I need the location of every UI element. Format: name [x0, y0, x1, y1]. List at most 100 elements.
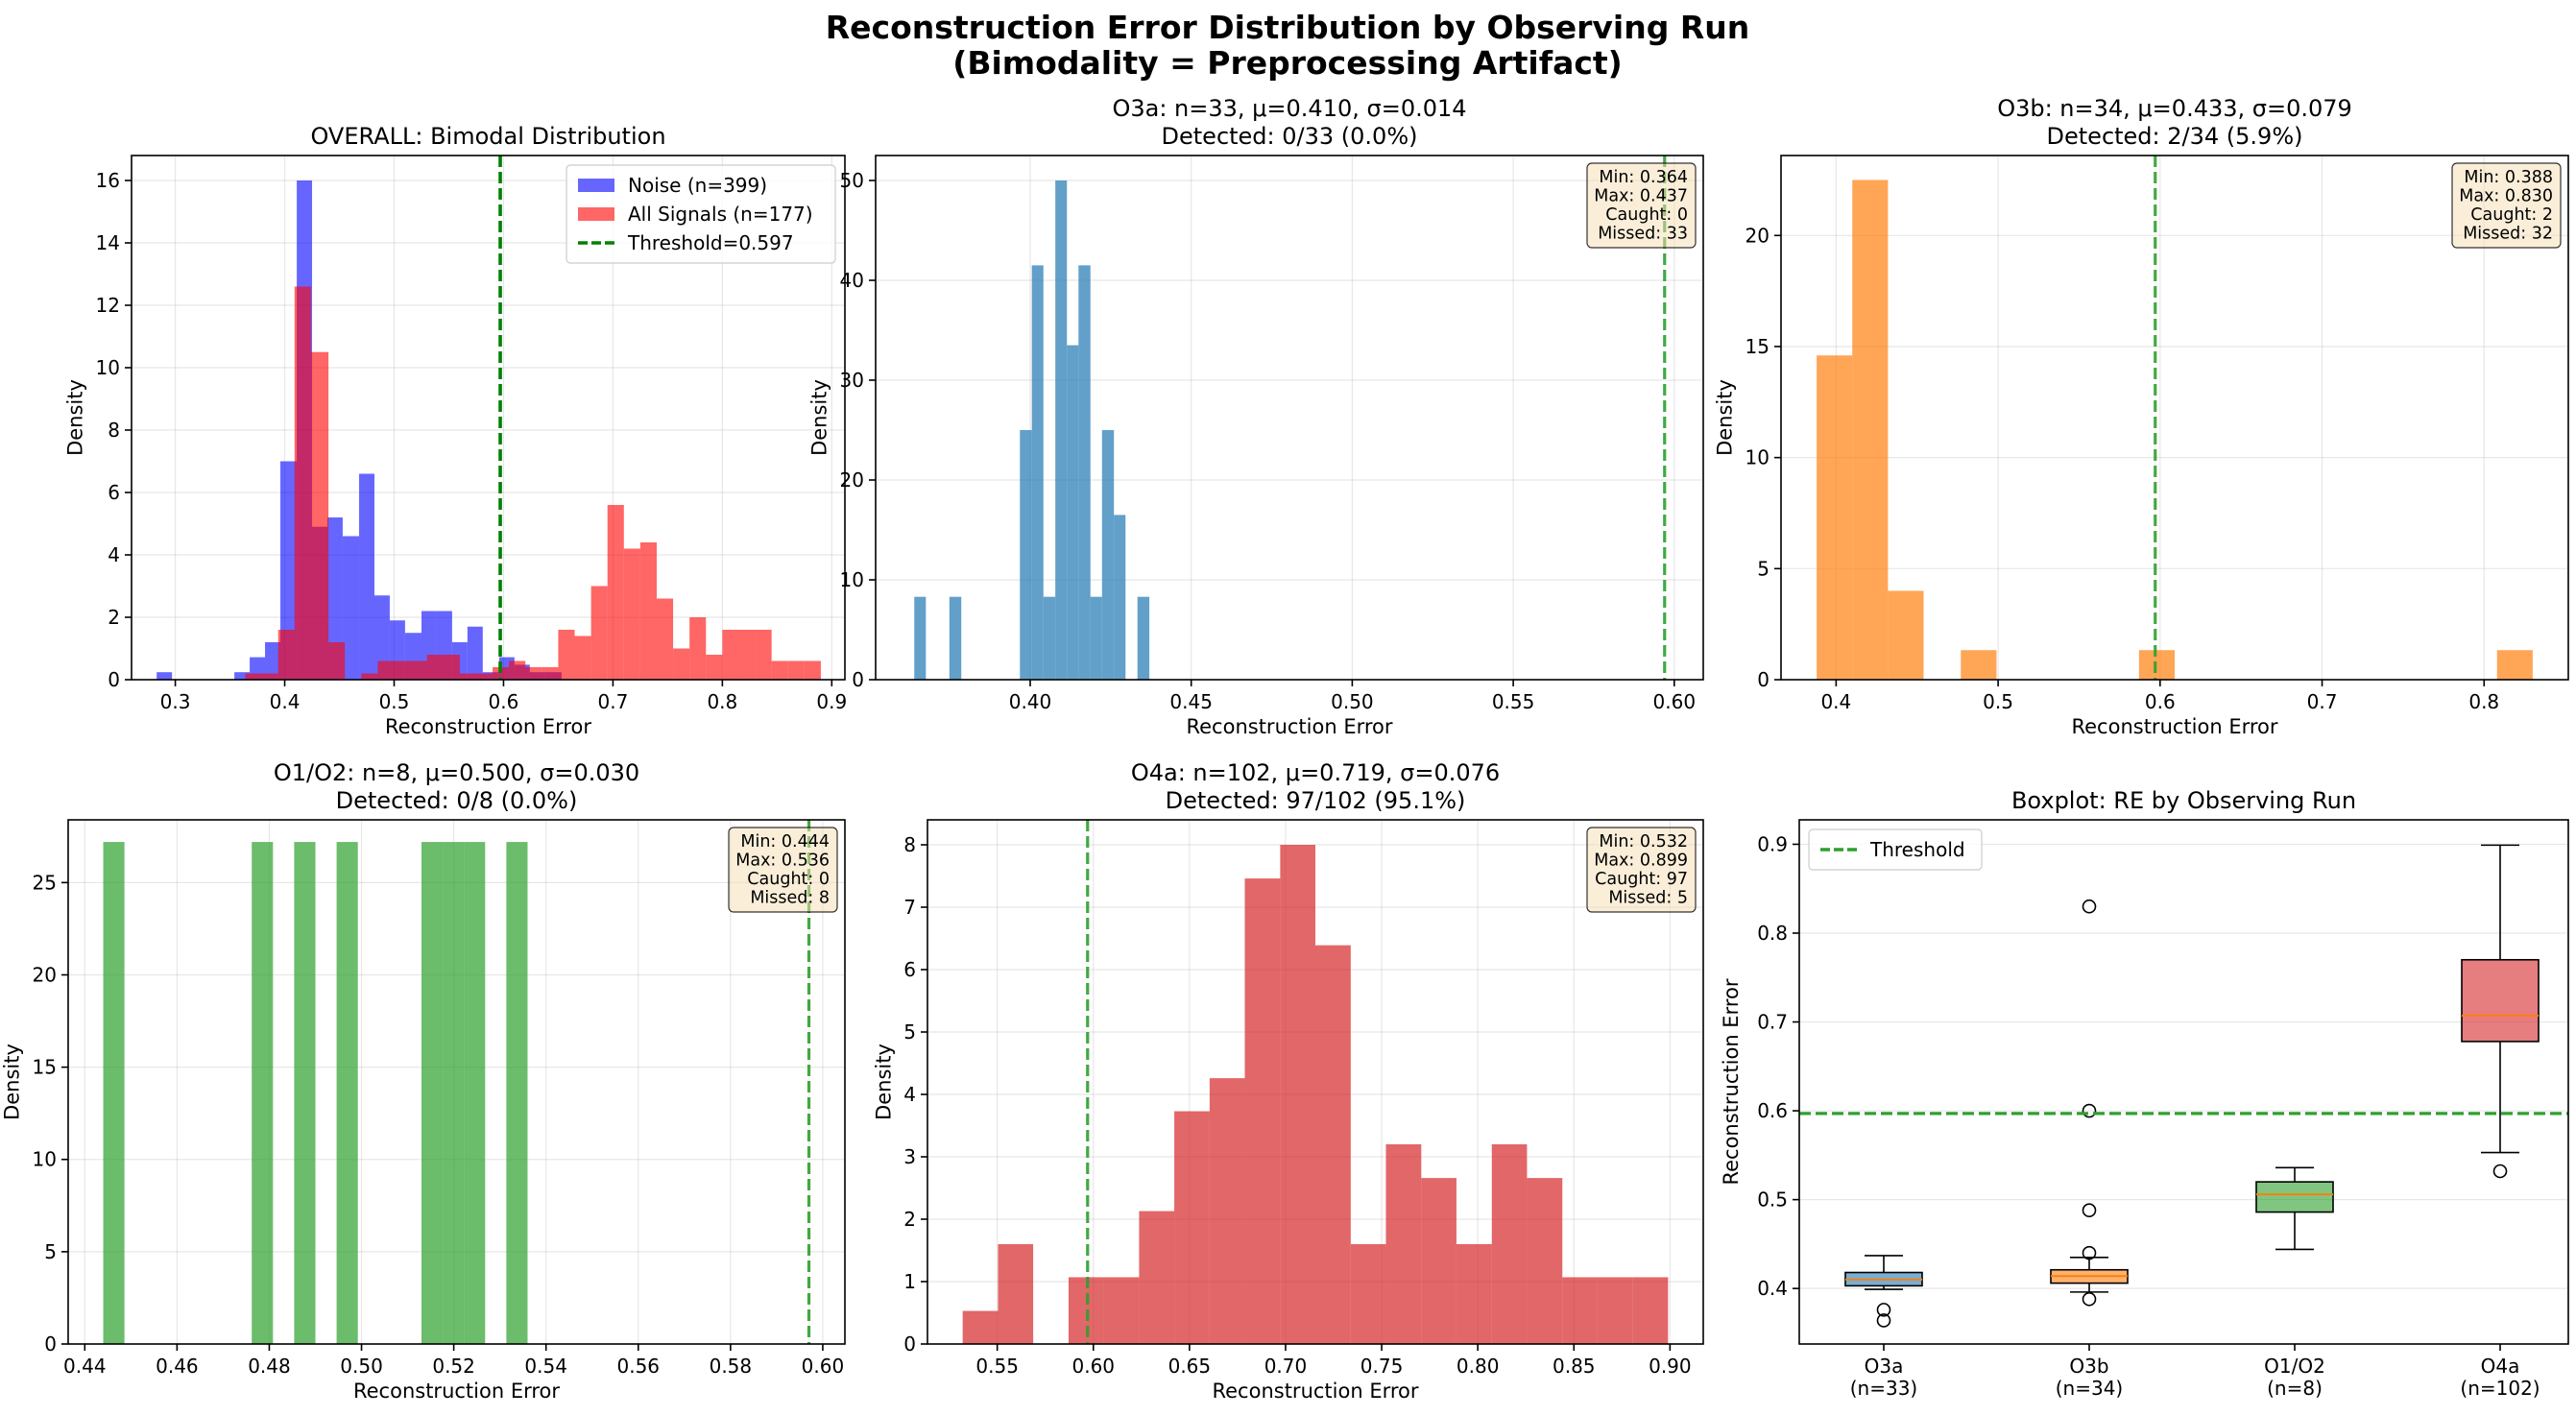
box-iqr — [2255, 1181, 2334, 1213]
histogram-bar — [1597, 1277, 1633, 1344]
histogram-bar — [558, 630, 575, 680]
stats-line: Max: 0.830 — [2459, 187, 2553, 206]
grid — [1799, 843, 2568, 1289]
x-axis-label: Reconstruction Error — [1186, 715, 1392, 738]
x-axis: 0.3 0.4 0.5 0.6 0.7 0.8 0.9 — [160, 680, 847, 713]
y-axis: 0 5 10 15 20 25 — [33, 871, 68, 1356]
histogram-bar — [804, 660, 821, 680]
legend: Noise (n=399) All Signals (n=177) Threshol… — [566, 164, 836, 264]
y-tick-label: 25 — [33, 871, 57, 894]
y-tick-label: 0 — [44, 1332, 57, 1356]
histogram-bar — [506, 842, 528, 1344]
outlier-point — [2082, 1103, 2097, 1118]
panel-title: Boxplot: RE by Observing Run — [2011, 787, 2356, 814]
histogram-bar — [998, 1244, 1034, 1344]
histogram-bar — [1888, 590, 1924, 680]
x-tick-label: O4a — [2481, 1355, 2520, 1378]
x-tick-label: 0.85 — [1553, 1355, 1596, 1378]
histogram-bar — [245, 673, 262, 680]
y-axis-label: Density — [1, 1044, 24, 1120]
histogram-bar — [1031, 265, 1044, 680]
panel-boxplot: O3a(n=33) O3b(n=34) O1/O2(n=8) O4a(n=102) 0.… — [1720, 787, 2569, 1400]
y-tick-label: 2 — [903, 1208, 916, 1231]
stats-line: Max: 0.437 — [1594, 187, 1688, 206]
stats-line: Min: 0.444 — [740, 832, 830, 852]
x-tick-label: 0.8 — [707, 690, 737, 713]
legend-label: All Signals (n=177) — [628, 203, 813, 226]
y-tick-label: 20 — [840, 468, 864, 492]
histogram-bar — [1280, 845, 1315, 1344]
axes-frame — [875, 155, 1704, 681]
histogram-bar — [1101, 430, 1115, 680]
histogram-bar — [443, 655, 460, 680]
histogram-bar — [261, 673, 278, 680]
panel-title-line: O3b: n=34, μ=0.433, σ=0.079 — [1997, 95, 2352, 122]
y-tick-label: 0 — [1757, 668, 1769, 691]
stats-box-frame — [2451, 162, 2562, 249]
histogram-bar — [722, 630, 739, 680]
y-axis: 0 2 4 6 8 10 12 14 16 — [96, 169, 132, 691]
x-tick-label: 0.40 — [1009, 690, 1052, 713]
histogram-bar — [1139, 1211, 1175, 1344]
outlier-point — [1876, 1303, 1891, 1317]
x-tick-label: 0.50 — [1331, 690, 1374, 713]
axes-frame — [927, 819, 1704, 1345]
panel-o4a: 0.55 0.60 0.65 0.70 0.75 0.80 0.85 0.90 0 1 2 3 4 5 6 7… — [872, 759, 1704, 1403]
x-tick-label: 0.3 — [160, 690, 191, 713]
y-axis-label: Density — [872, 1044, 895, 1120]
stats-line: Max: 0.899 — [1594, 852, 1688, 871]
y-tick-label: 30 — [840, 369, 864, 392]
panel-title-line: Boxplot: RE by Observing Run — [2011, 787, 2356, 814]
box-o4a — [2461, 844, 2540, 1179]
panel-title-line: OVERALL: Bimodal Distribution — [310, 123, 665, 150]
x-tick-label: 0.56 — [617, 1355, 661, 1378]
y-tick-label: 15 — [1745, 335, 1769, 358]
histogram-bar — [1315, 945, 1351, 1344]
y-tick-label: 10 — [33, 1148, 57, 1171]
histogram-bar — [464, 842, 486, 1344]
y-tick-label: 8 — [108, 419, 120, 442]
histogram-bar — [738, 630, 756, 680]
grid — [1781, 156, 2568, 681]
panel-o1o2: 0.44 0.46 0.48 0.50 0.52 0.54 0.56 0.58 0.60 0 5 10… — [1, 759, 846, 1403]
histogram-bar — [1174, 1111, 1210, 1344]
y-tick-label: 5 — [903, 1020, 916, 1044]
histogram-bar — [377, 660, 395, 680]
y-tick-label: 0.9 — [1757, 832, 1788, 855]
suptitle-line: Reconstruction Error Distribution by Obs… — [826, 9, 1750, 46]
stats-line: Missed: 32 — [2463, 225, 2553, 244]
stats-line: Caught: 2 — [2470, 205, 2553, 225]
series-all-signals-n-177 — [245, 286, 821, 680]
y-tick-label: 16 — [96, 169, 120, 192]
y-tick-label: 0 — [903, 1332, 916, 1356]
box-o1o2 — [2255, 1166, 2334, 1251]
y-tick-label: 4 — [108, 543, 120, 566]
histogram-bar — [1527, 1178, 1563, 1344]
x-tick-label: 0.75 — [1360, 1355, 1404, 1378]
series-o3a — [914, 180, 1150, 680]
histogram-bar — [1103, 1277, 1140, 1344]
plot-area — [1799, 820, 2568, 1344]
series-o4a — [962, 845, 1669, 1344]
histogram-bar — [326, 517, 343, 680]
y-tick-label: 1 — [903, 1270, 916, 1293]
x-tick-sublabel: (n=8) — [2267, 1377, 2323, 1400]
histogram-bar — [914, 596, 927, 680]
stats-line: Max: 0.536 — [735, 852, 830, 871]
panel-title-line: Detected: 0/33 (0.0%) — [1162, 123, 1418, 150]
histogram-bar — [234, 672, 251, 680]
y-tick-label: 0 — [108, 668, 120, 691]
stats-line: Min: 0.532 — [1599, 832, 1688, 852]
legend-label: Noise (n=399) — [628, 174, 767, 197]
histogram-bar — [1020, 430, 1032, 680]
axes-frame — [1780, 155, 2569, 681]
x-tick-label: 0.46 — [156, 1355, 199, 1378]
y-axis-label: Density — [1714, 379, 1737, 456]
histogram-bar — [949, 596, 962, 680]
histogram-bar — [252, 842, 274, 1344]
x-axis-label: Reconstruction Error — [353, 1380, 560, 1403]
outlier-point — [2082, 1245, 2097, 1260]
x-axis: 0.4 0.5 0.6 0.7 0.8 — [1820, 680, 2499, 713]
